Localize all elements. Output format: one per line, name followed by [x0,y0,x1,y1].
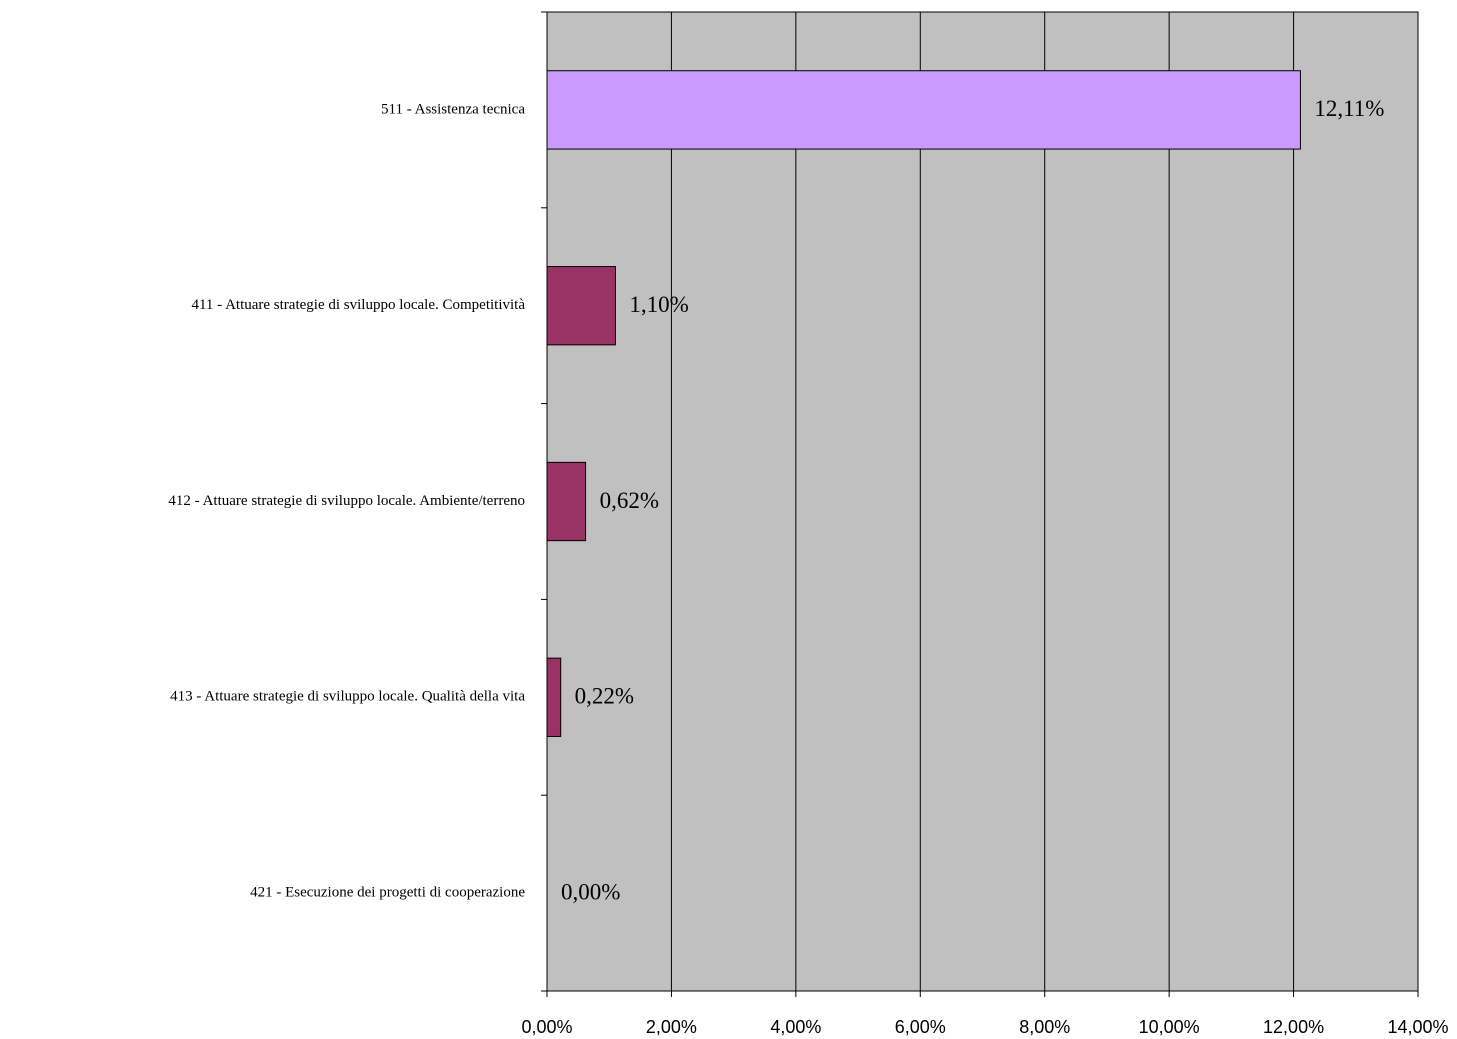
x-tick-label: 4,00% [770,1017,821,1037]
x-tick-label: 12,00% [1263,1017,1324,1037]
x-tick-label: 6,00% [895,1017,946,1037]
value-label: 0,00% [561,879,620,904]
x-tick-label: 2,00% [646,1017,697,1037]
plot-area [546,11,1419,992]
x-tick-label: 8,00% [1019,1017,1070,1037]
value-label: 12,11% [1314,96,1384,121]
bar [546,266,616,346]
value-label: 1,10% [629,292,688,317]
bar [546,461,587,542]
value-label: 0,22% [575,684,634,709]
y-tick-label: 412 - Attuare strategie di sviluppo loca… [168,493,525,509]
bar [546,657,562,737]
y-tick-label: 511 - Assistenza tecnica [381,101,525,117]
y-tick-label: 411 - Attuare strategie di sviluppo loca… [191,297,525,313]
y-tick-label: 413 - Attuare strategie di sviluppo loca… [170,689,525,705]
x-tick-label: 10,00% [1139,1017,1200,1037]
x-tick-label: 0,00% [521,1017,572,1037]
value-label: 0,62% [600,488,659,513]
x-tick-label: 14,00% [1387,1017,1448,1037]
bar [546,70,1301,150]
y-tick-label: 421 - Esecuzione dei progetti di coopera… [250,885,525,901]
